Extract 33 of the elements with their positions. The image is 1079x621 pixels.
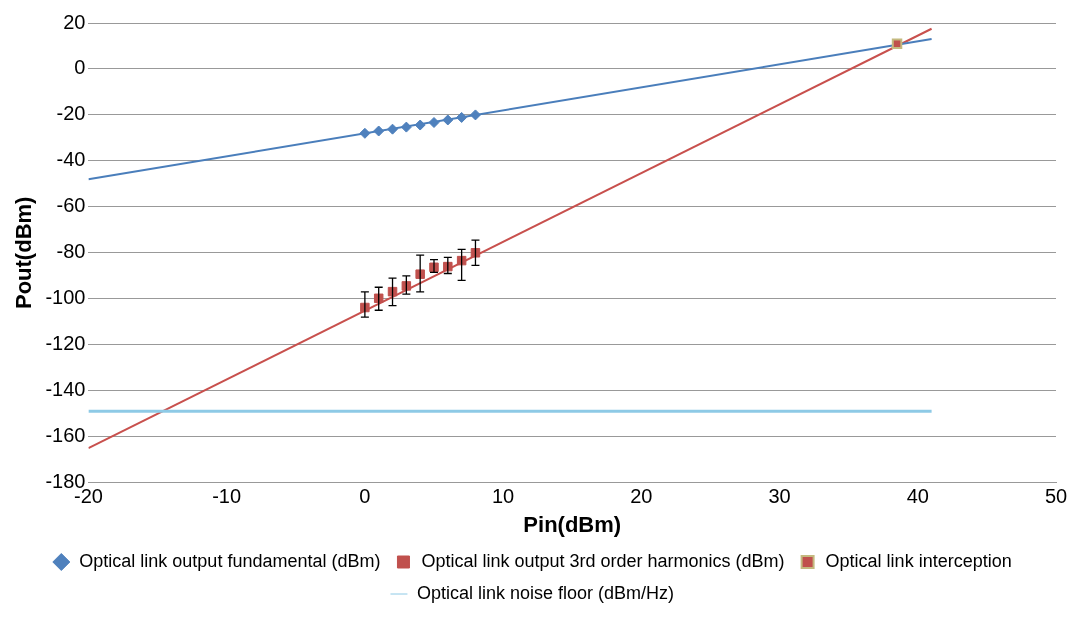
point — [891, 38, 903, 49]
y-tick-label: 20 — [63, 10, 86, 33]
x-tick-label: 30 — [768, 485, 791, 508]
point — [428, 117, 440, 128]
y-tick-label: -120 — [45, 332, 86, 355]
y-tick-label: 0 — [74, 56, 86, 79]
y-tick-label: -140 — [45, 378, 86, 401]
x-tick-label: 40 — [906, 485, 929, 508]
y-tick-label: -160 — [45, 424, 86, 447]
y-tick-label: -80 — [56, 240, 86, 263]
x-axis-title: Pin(dBm) — [523, 511, 622, 537]
y-tick-label: -20 — [56, 102, 86, 125]
legend-label: Optical link interception — [825, 550, 1012, 571]
x-tick-label: -10 — [212, 485, 242, 508]
point — [456, 111, 468, 123]
point — [469, 109, 481, 121]
point — [359, 127, 371, 139]
x-tick-label: 0 — [359, 485, 371, 508]
y-tick-label: -60 — [56, 194, 86, 217]
y-tick-label: -100 — [45, 286, 86, 309]
legend-label: Optical link noise floor (dBm/Hz) — [416, 582, 675, 603]
legend-label: Optical link output fundamental (dBm) — [79, 550, 381, 571]
point — [400, 121, 412, 133]
x-tick-label: 50 — [1044, 485, 1068, 508]
x-tick-label: 20 — [630, 485, 653, 508]
y-axis-title: Pout(dBm) — [11, 196, 37, 310]
point — [442, 114, 454, 126]
legend-label: Optical link output 3rd order harmonics (dBm) — [421, 550, 785, 571]
point — [414, 119, 426, 131]
point — [387, 123, 399, 135]
x-tick-label: 10 — [491, 485, 515, 508]
point — [373, 125, 385, 137]
y-tick-label: -40 — [56, 148, 86, 171]
